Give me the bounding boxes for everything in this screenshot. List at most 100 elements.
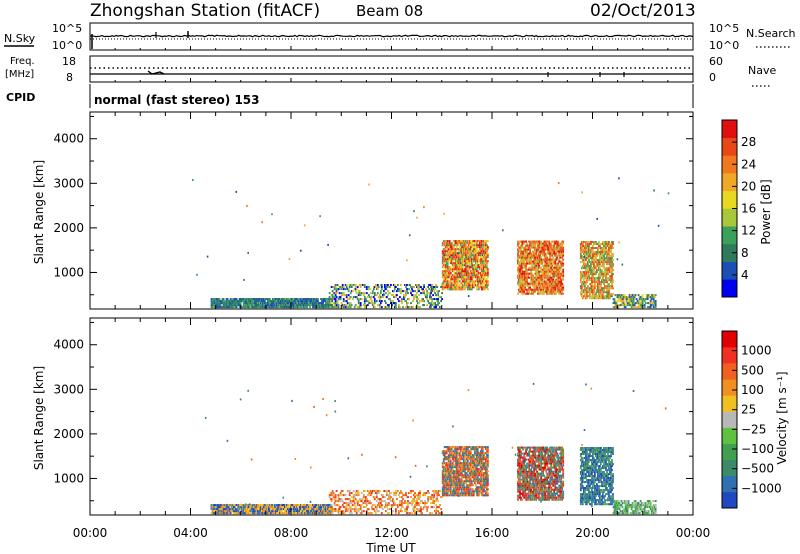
echo-cell xyxy=(349,284,352,286)
echo-cell xyxy=(547,274,550,277)
echo-cell xyxy=(548,286,551,289)
echo-cell xyxy=(544,246,547,249)
echo-cell xyxy=(472,286,475,289)
echo-cell xyxy=(307,510,309,513)
echo-cell xyxy=(400,510,402,513)
echo-cell xyxy=(268,512,271,515)
echo-cell xyxy=(303,512,305,515)
echo-cell xyxy=(333,306,336,309)
echo-cell xyxy=(455,272,458,275)
echo-cell xyxy=(463,276,466,279)
echo-cell xyxy=(473,264,476,267)
echo-cell xyxy=(217,306,220,309)
echo-cell xyxy=(471,286,474,289)
echo-cell xyxy=(459,250,462,253)
echo-cell xyxy=(611,253,613,256)
echo-cell xyxy=(543,286,546,289)
echo-cell xyxy=(388,494,390,497)
echo-cell xyxy=(400,292,402,295)
echo-cell xyxy=(215,512,218,515)
echo-cell xyxy=(605,259,607,262)
echo-cell xyxy=(608,243,610,245)
echo-cell xyxy=(318,510,320,513)
echo-cell xyxy=(239,504,242,507)
echo-cell xyxy=(443,276,446,279)
echo-cell xyxy=(541,270,543,273)
echo-cell xyxy=(484,244,486,247)
echo-cell xyxy=(224,510,227,513)
echo-cell xyxy=(341,510,344,513)
echo-cell xyxy=(559,284,562,287)
echo-cell xyxy=(551,292,554,295)
echo-cell xyxy=(470,244,473,247)
echo-cell xyxy=(313,300,315,303)
echo-cell xyxy=(467,248,470,251)
echo-cell xyxy=(403,296,405,299)
echo-cell xyxy=(533,266,535,269)
echo-cell xyxy=(540,286,542,289)
echo-cell xyxy=(584,273,586,276)
echo-cell xyxy=(559,272,562,275)
echo-cell xyxy=(263,304,266,307)
echo-cell xyxy=(587,277,589,280)
echo-cell xyxy=(357,494,360,497)
echo-cell xyxy=(523,286,525,289)
echo-cell xyxy=(399,502,401,505)
echo-cell xyxy=(473,274,476,277)
echo-cell xyxy=(271,302,274,305)
echo-cell xyxy=(366,296,369,299)
echo-cell xyxy=(225,298,228,301)
echo-cell xyxy=(453,288,456,291)
echo-cell xyxy=(405,300,407,303)
echo-cell xyxy=(611,285,613,288)
echo-cell xyxy=(551,258,554,261)
echo-cell xyxy=(454,274,457,277)
echo-cell xyxy=(249,510,252,513)
echo-cell xyxy=(591,259,593,262)
echo-cell xyxy=(442,492,445,495)
echo-cell xyxy=(525,278,527,281)
echo-cell xyxy=(448,446,451,449)
echo-cell xyxy=(260,306,263,309)
echo-cell xyxy=(462,248,465,251)
echo-cell xyxy=(524,270,526,273)
echo-cell xyxy=(373,286,376,288)
echo-cell xyxy=(401,502,403,505)
echo-cell xyxy=(261,298,264,301)
echo-cell xyxy=(468,244,471,247)
echo-cell xyxy=(600,249,602,252)
echo-cell xyxy=(605,273,607,276)
echo-cell xyxy=(547,272,550,275)
echo-cell xyxy=(467,244,470,247)
echo-cell xyxy=(303,510,305,513)
echo-cell xyxy=(436,494,438,497)
echo-cell xyxy=(248,306,251,309)
echo-cell xyxy=(448,268,451,271)
echo-cell xyxy=(309,302,311,305)
echo-cell xyxy=(428,292,430,295)
echo-cell xyxy=(544,286,547,289)
echo-cell xyxy=(611,261,613,264)
echo-cell xyxy=(343,304,346,307)
echo-cell xyxy=(446,278,449,281)
echo-cell xyxy=(556,262,559,265)
echo-cell xyxy=(607,249,609,252)
echo-cell xyxy=(546,246,549,249)
echo-cell xyxy=(219,302,222,305)
echo-cell xyxy=(523,264,525,267)
echo-cell xyxy=(539,256,541,259)
echo-cell xyxy=(444,278,447,281)
echo-cell xyxy=(517,262,519,265)
echo-cell xyxy=(554,284,557,287)
echo-cell xyxy=(260,512,263,515)
echo-cell xyxy=(530,258,532,261)
echo-cell xyxy=(392,500,394,503)
echo-cell xyxy=(595,241,597,243)
echo-cell xyxy=(543,274,546,277)
echo-cell xyxy=(598,269,600,272)
echo-cell xyxy=(543,270,546,273)
echo-cell xyxy=(520,272,522,275)
echo-cell xyxy=(468,250,471,253)
echo-cell xyxy=(268,508,271,511)
echo-cell xyxy=(453,470,456,473)
